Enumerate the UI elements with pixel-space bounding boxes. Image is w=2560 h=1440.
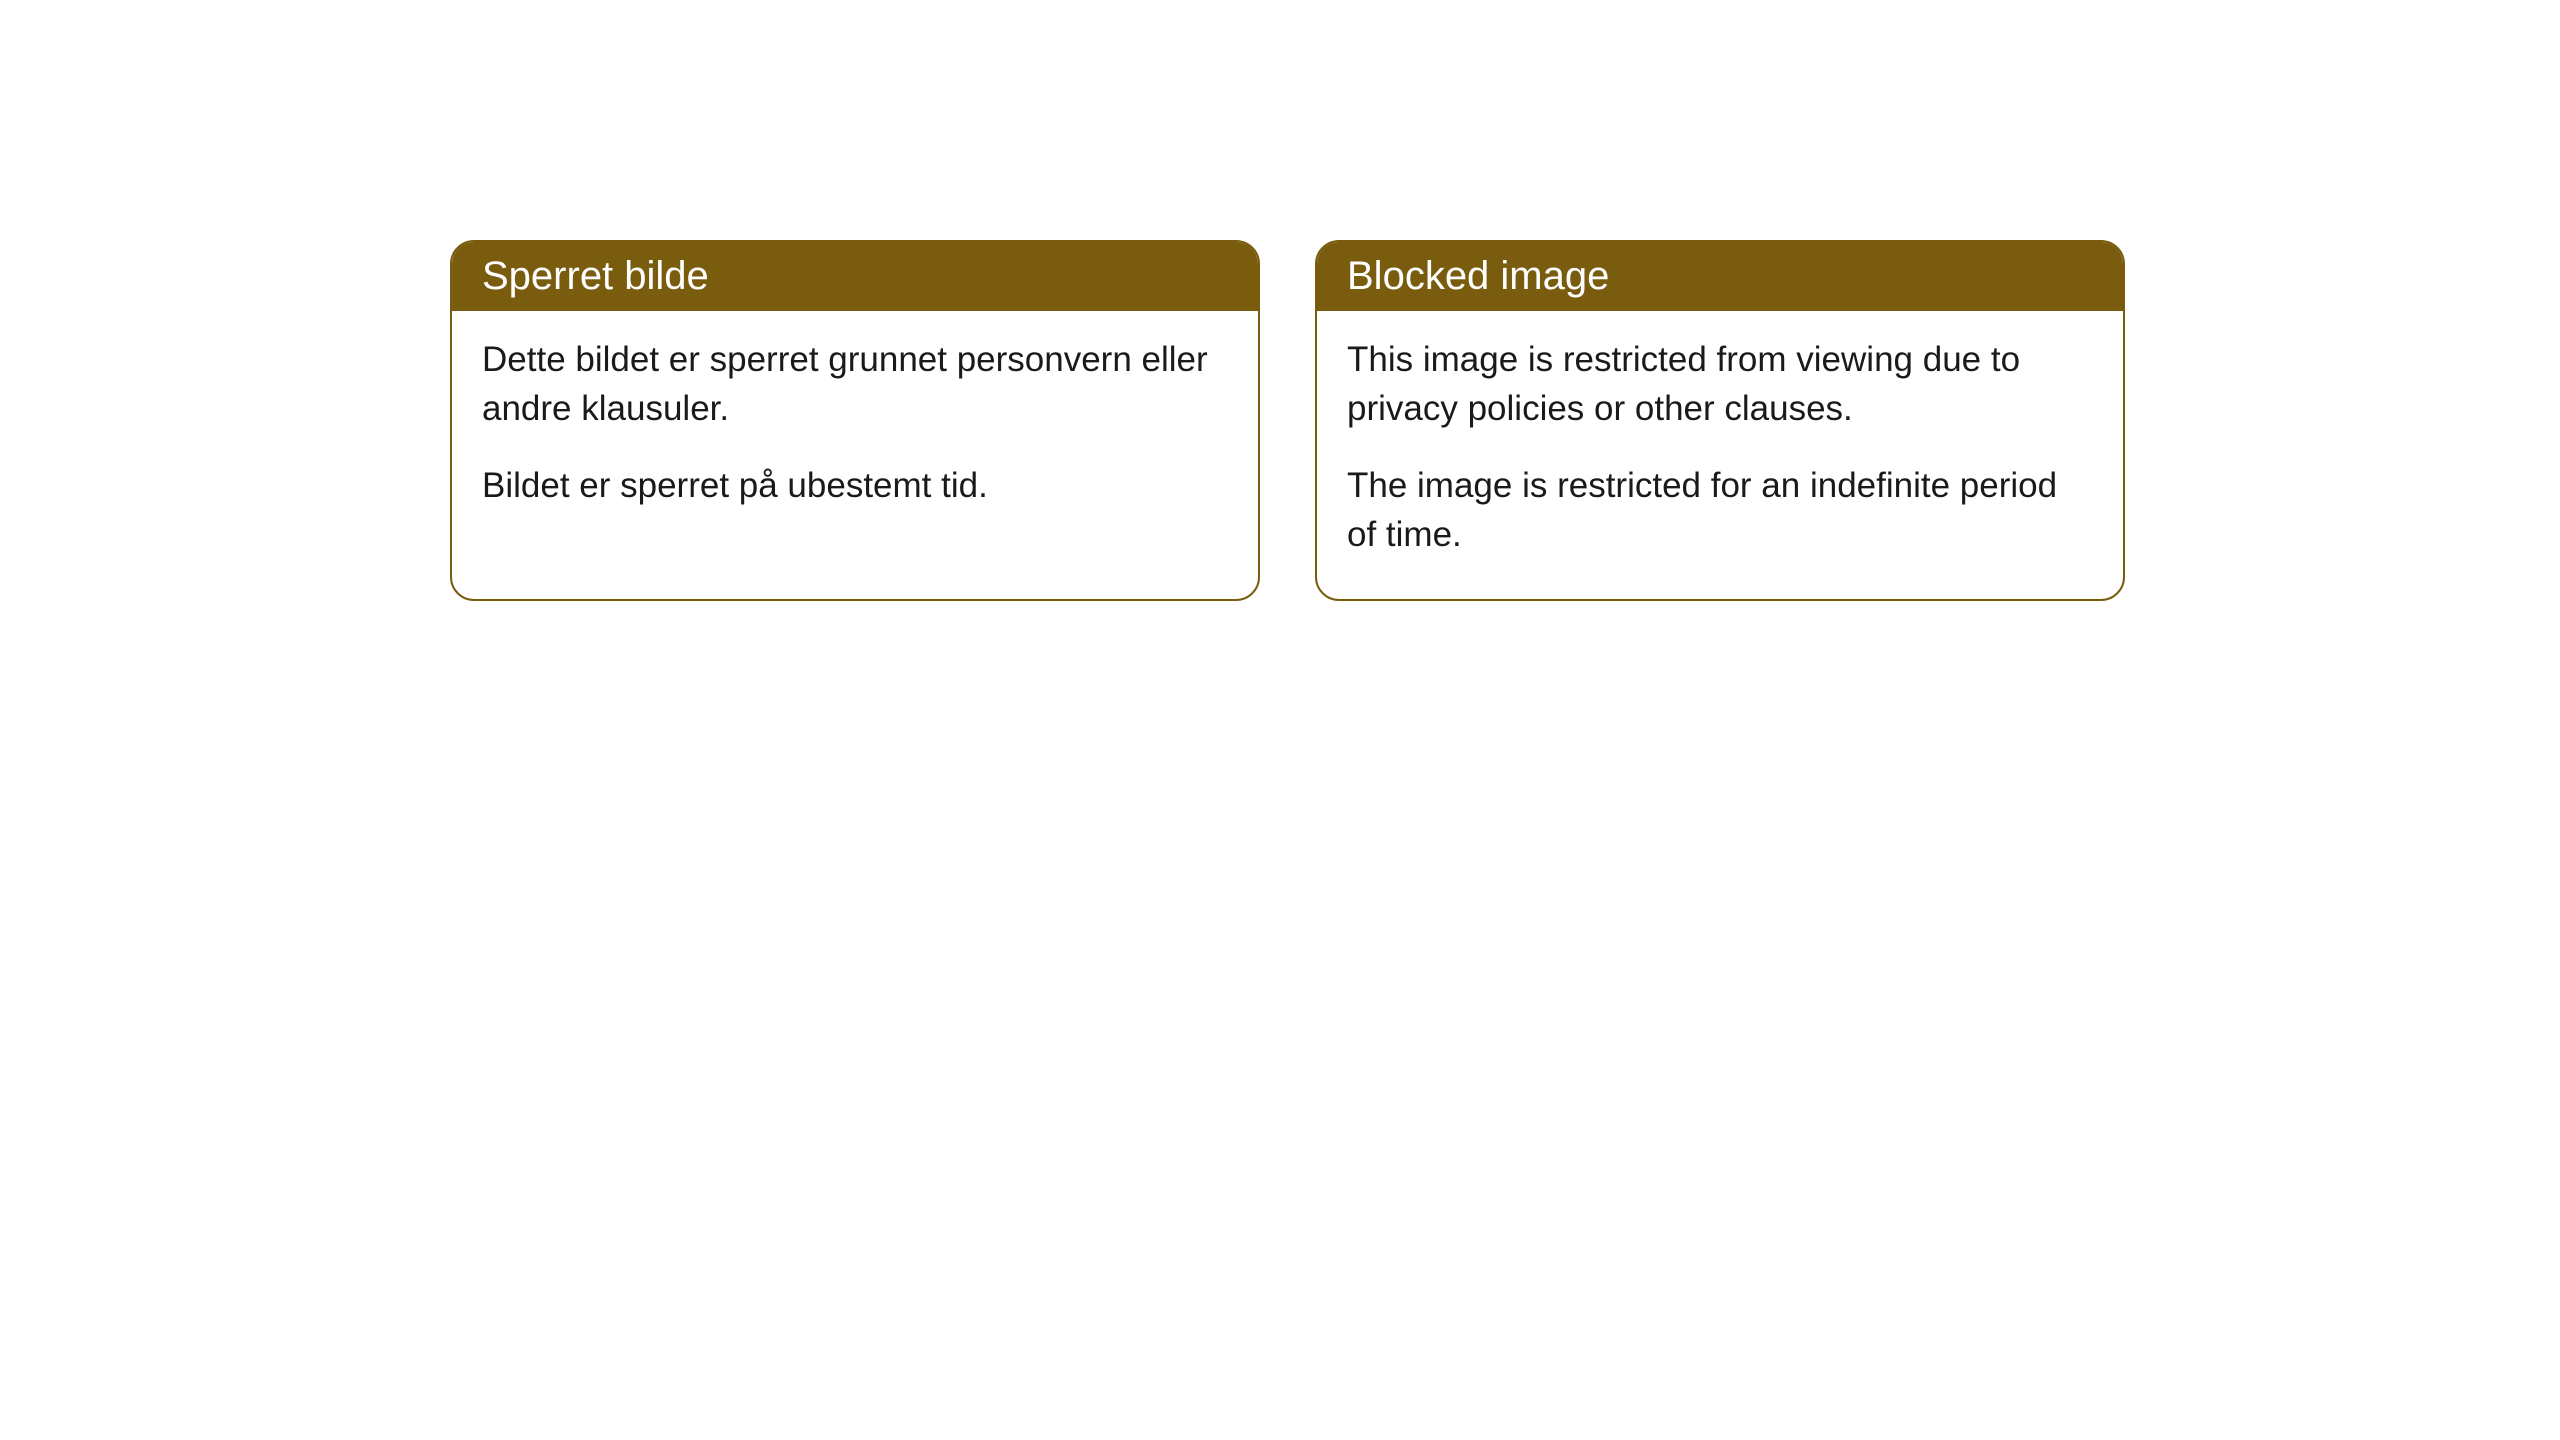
notice-card-english: Blocked image This image is restricted f… — [1315, 240, 2125, 601]
card-body: Dette bildet er sperret grunnet personve… — [452, 311, 1258, 550]
card-paragraph: Bildet er sperret på ubestemt tid. — [482, 461, 1228, 510]
card-title: Blocked image — [1347, 254, 1609, 298]
card-header: Blocked image — [1317, 242, 2123, 311]
notice-container: Sperret bilde Dette bildet er sperret gr… — [450, 240, 2125, 601]
notice-card-norwegian: Sperret bilde Dette bildet er sperret gr… — [450, 240, 1260, 601]
card-title: Sperret bilde — [482, 254, 709, 298]
card-header: Sperret bilde — [452, 242, 1258, 311]
card-body: This image is restricted from viewing du… — [1317, 311, 2123, 599]
card-paragraph: Dette bildet er sperret grunnet personve… — [482, 335, 1228, 433]
card-paragraph: The image is restricted for an indefinit… — [1347, 461, 2093, 559]
card-paragraph: This image is restricted from viewing du… — [1347, 335, 2093, 433]
